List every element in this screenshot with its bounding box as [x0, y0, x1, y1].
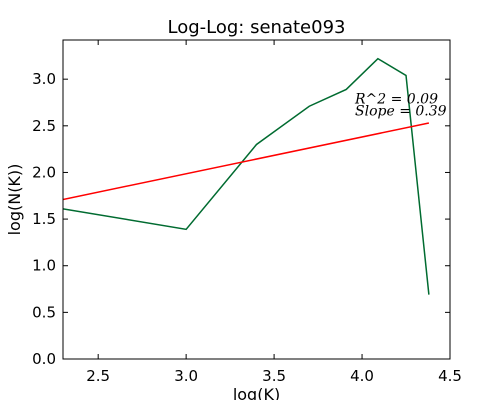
chart-title: Log-Log: senate093	[168, 17, 346, 38]
y-tick-label-0: 0.0	[32, 350, 56, 368]
series-line-1	[63, 123, 429, 199]
annotation-1: Slope = 0.39	[355, 104, 447, 120]
x-tick-label-3: 4.0	[350, 367, 374, 385]
x-tick-label-4: 4.5	[438, 367, 462, 385]
y-tick-label-1: 0.5	[32, 303, 56, 321]
y-axis-label: log(N(K))	[5, 164, 24, 236]
y-tick-label-4: 2.0	[32, 163, 56, 181]
x-tick-label-1: 3.0	[174, 367, 198, 385]
y-tick-label-5: 2.5	[32, 117, 56, 135]
x-axis-label: log(K)	[233, 385, 280, 400]
x-tick-label-0: 2.5	[86, 367, 110, 385]
y-tick-label-2: 1.0	[32, 257, 56, 275]
y-tick-label-6: 3.0	[32, 70, 56, 88]
plot-frame	[63, 40, 450, 359]
x-tick-label-2: 3.5	[262, 367, 286, 385]
y-tick-label-3: 1.5	[32, 210, 56, 228]
